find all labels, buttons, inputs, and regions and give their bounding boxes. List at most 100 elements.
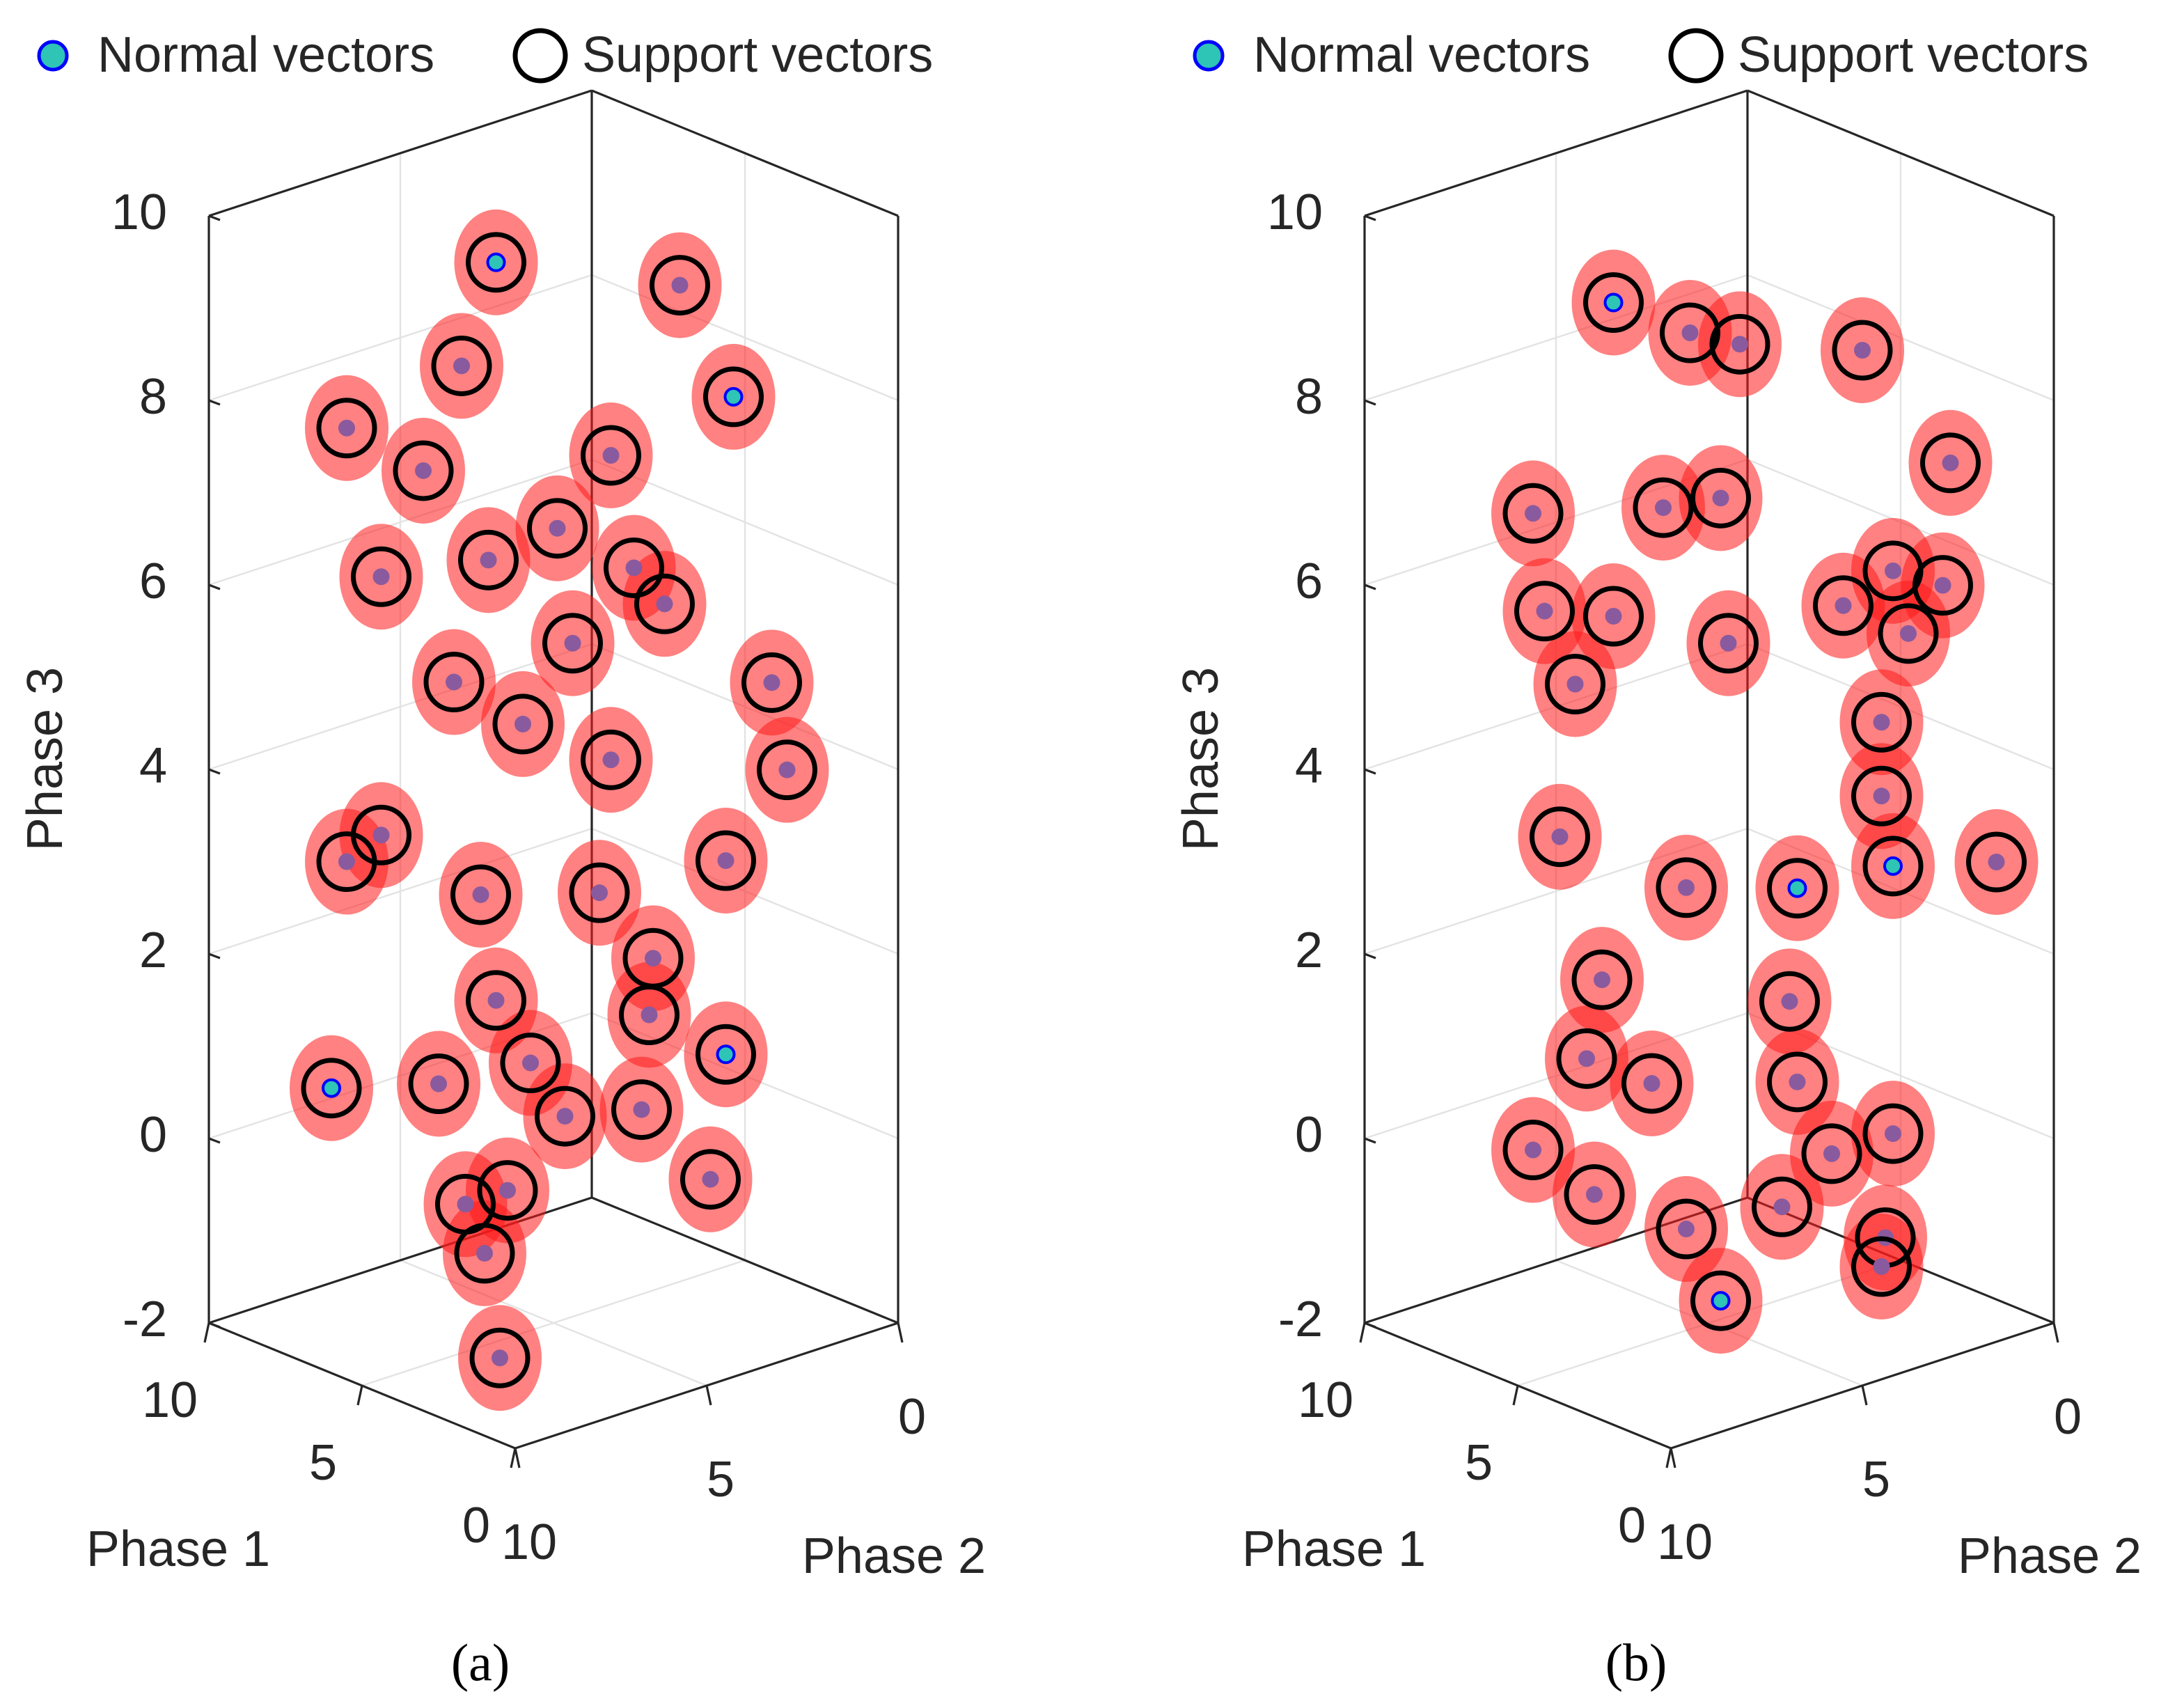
z-tick-label: 2 (139, 923, 167, 978)
z-tick-label: 10 (111, 185, 167, 240)
data-point (656, 595, 673, 613)
support-vector (466, 970, 526, 1031)
data-point (633, 1101, 650, 1118)
legend-marker (1193, 40, 1225, 72)
y-axis-label: Phase 2 (1958, 1528, 2142, 1584)
support-vector (301, 1058, 362, 1119)
data-point (338, 853, 355, 870)
support-vector (450, 864, 511, 925)
data-point (1681, 324, 1699, 341)
data-point (499, 1182, 516, 1199)
legend-marker (1668, 28, 1724, 84)
data-point (1566, 675, 1584, 693)
data-point (372, 826, 390, 844)
support-vector (1656, 857, 1717, 918)
data-point (487, 992, 505, 1009)
data-point (1731, 336, 1748, 353)
data-point (1789, 1073, 1806, 1090)
support-vector (1621, 1053, 1682, 1114)
support-vector (1502, 483, 1564, 544)
data-point (556, 1108, 574, 1125)
data-point (1655, 499, 1672, 517)
normal-vector (723, 386, 744, 407)
tick-mark (208, 583, 221, 590)
tick-mark (897, 1322, 904, 1343)
support-vector (1698, 613, 1759, 674)
data-point (1678, 1221, 1695, 1238)
normal-vector (322, 1078, 341, 1098)
support-vector (1660, 302, 1720, 363)
data-point (472, 886, 489, 903)
z-tick-label: 0 (139, 1107, 167, 1163)
support-vector (500, 1033, 561, 1094)
z-tick-label: 6 (139, 554, 167, 609)
z-tick-label: 4 (1295, 738, 1323, 794)
support-vector (1530, 806, 1590, 868)
tick-mark (1364, 953, 1376, 959)
support-vector (423, 652, 485, 713)
data-point (1873, 1258, 1890, 1275)
tick-mark (208, 953, 221, 959)
y-tick-label: 5 (1862, 1452, 1890, 1507)
data-point (1823, 1145, 1840, 1162)
support-vector (703, 366, 764, 428)
tick-mark (705, 1385, 712, 1406)
z-tick-label: 4 (139, 738, 167, 794)
support-vector (492, 694, 553, 755)
support-vector (1583, 586, 1644, 647)
x-axis-label: Phase 1 (86, 1521, 270, 1577)
x-tick-label: 0 (462, 1498, 490, 1553)
support-vector (1545, 654, 1605, 714)
data-point (602, 751, 620, 769)
support-vector (1690, 1270, 1751, 1331)
grid-line (400, 1259, 707, 1387)
data-point (1578, 1050, 1595, 1067)
x-tick-label: 10 (142, 1372, 198, 1428)
data-point (1678, 879, 1695, 896)
data-point (602, 447, 620, 464)
support-vector (1966, 831, 2027, 893)
z-tick-label: -2 (123, 1292, 167, 1347)
x-tick-label: 5 (309, 1435, 337, 1491)
legend-marker (512, 28, 568, 84)
y-tick-label: 0 (898, 1389, 926, 1445)
x-axis-label: Phase 1 (1242, 1521, 1426, 1577)
tick-mark (1364, 399, 1376, 406)
tick-mark (510, 1448, 517, 1468)
data-point (338, 419, 355, 437)
data-point (1781, 993, 1798, 1010)
data-point (1525, 505, 1541, 522)
normal-vector (1711, 1291, 1731, 1311)
z-tick-label: 2 (1295, 923, 1323, 978)
support-vector (1759, 971, 1820, 1032)
support-vector (604, 537, 664, 598)
data-point (641, 1006, 658, 1024)
data-point (763, 674, 780, 691)
support-vector (1851, 691, 1912, 753)
z-tick-label: 8 (1295, 369, 1323, 425)
support-vector (1767, 858, 1828, 919)
data-point (372, 568, 390, 586)
tick-mark (1364, 768, 1376, 775)
box-edge (1364, 89, 1748, 217)
z-tick-label: 8 (139, 369, 167, 425)
support-vector (1851, 765, 1912, 826)
data-point (453, 357, 470, 375)
tick-mark (2052, 1322, 2059, 1343)
support-vector (569, 862, 630, 923)
data-point (702, 1170, 719, 1188)
support-vector (1832, 320, 1893, 381)
z-tick-label: 0 (1295, 1107, 1323, 1163)
support-vector (1912, 555, 1973, 616)
support-vector (393, 440, 454, 501)
support-vector (1851, 1236, 1912, 1297)
data-point (1594, 971, 1610, 989)
z-tick-label: 10 (1267, 185, 1323, 240)
support-vector (741, 652, 802, 713)
tick-mark (1364, 1322, 1376, 1329)
support-vector (408, 1053, 469, 1114)
data-point (1854, 342, 1871, 359)
support-vector (458, 529, 519, 590)
tick-mark (1359, 1322, 1366, 1343)
